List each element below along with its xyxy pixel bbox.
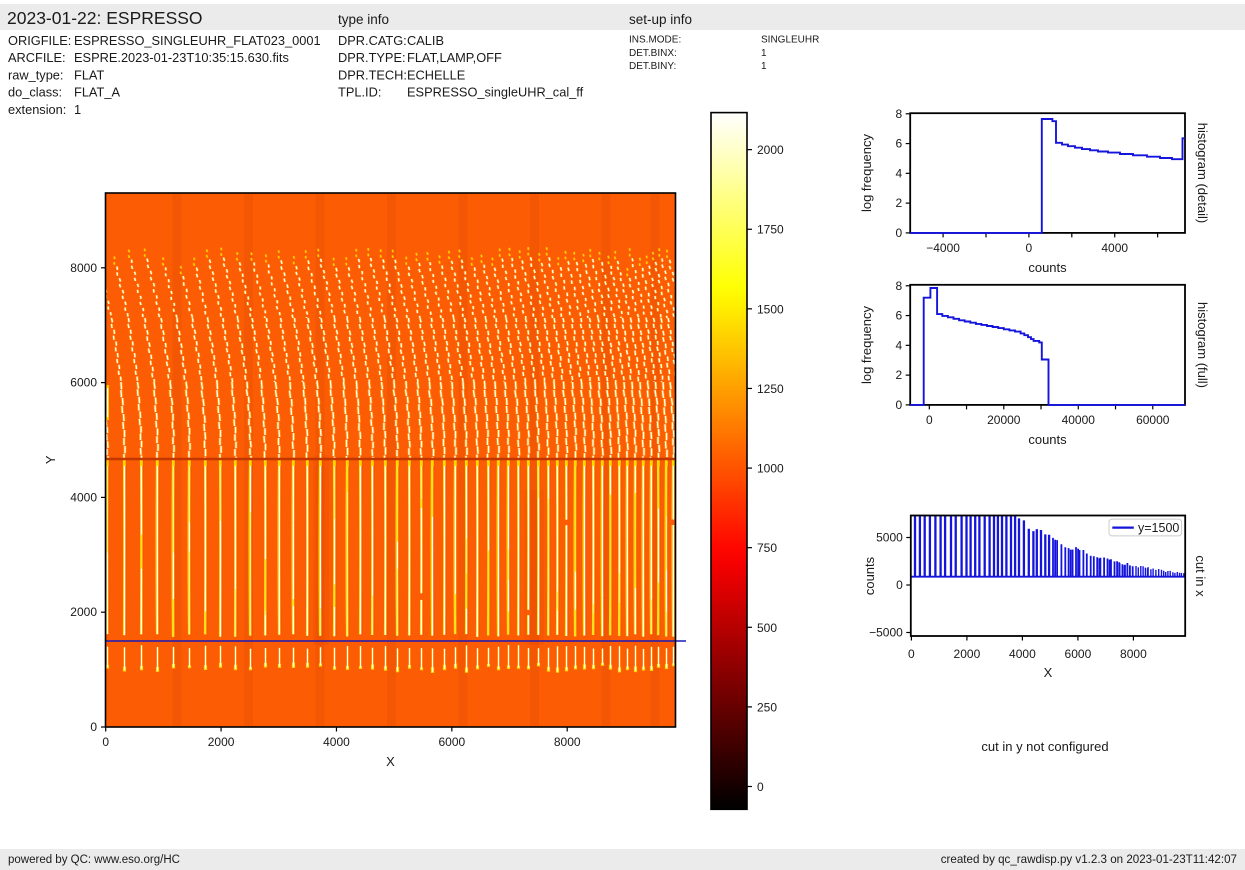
svg-text:4000: 4000 <box>323 735 350 749</box>
svg-text:counts: counts <box>862 556 877 595</box>
svg-text:ECHELLE: ECHELLE <box>407 67 465 82</box>
svg-text:−5000: −5000 <box>869 626 903 640</box>
svg-text:INS.MODE:: INS.MODE: <box>629 35 681 46</box>
svg-text:−4000: −4000 <box>926 241 960 255</box>
svg-text:250: 250 <box>757 700 777 714</box>
svg-text:raw_type:: raw_type: <box>8 67 63 82</box>
svg-text:0: 0 <box>896 398 903 412</box>
svg-text:8: 8 <box>896 279 903 293</box>
svg-text:2023-01-22: ESPRESSO: 2023-01-22: ESPRESSO <box>7 8 203 28</box>
svg-text:set-up info: set-up info <box>629 12 692 27</box>
svg-text:4000: 4000 <box>1009 647 1036 661</box>
svg-text:FLAT_A: FLAT_A <box>74 85 120 100</box>
svg-text:6: 6 <box>896 309 903 323</box>
svg-text:1: 1 <box>74 102 81 117</box>
svg-text:cut in x: cut in x <box>1193 555 1208 597</box>
svg-text:2000: 2000 <box>70 605 97 619</box>
svg-text:4: 4 <box>896 166 903 180</box>
svg-text:ESPRE.2023-01-23T10:35:15.630.: ESPRE.2023-01-23T10:35:15.630.fits <box>74 50 289 65</box>
svg-text:5000: 5000 <box>876 531 903 545</box>
svg-text:log frequency: log frequency <box>859 305 874 384</box>
svg-text:2000: 2000 <box>757 143 784 157</box>
svg-text:1500: 1500 <box>757 302 784 316</box>
svg-text:extension:: extension: <box>8 102 66 117</box>
svg-text:2: 2 <box>896 196 903 210</box>
svg-text:8000: 8000 <box>70 261 97 275</box>
svg-text:X: X <box>386 754 395 769</box>
svg-text:0: 0 <box>896 226 903 240</box>
svg-text:DPR.CATG:: DPR.CATG: <box>338 33 407 48</box>
svg-text:2000: 2000 <box>208 735 235 749</box>
svg-text:FLAT,LAMP,OFF: FLAT,LAMP,OFF <box>407 50 502 65</box>
svg-text:created by qc_rawdisp.py v1.2.: created by qc_rawdisp.py v1.2.3 on 2023-… <box>941 853 1237 866</box>
svg-text:Y: Y <box>43 455 58 464</box>
svg-text:750: 750 <box>757 541 777 555</box>
svg-text:60000: 60000 <box>1136 413 1170 427</box>
svg-text:1: 1 <box>761 48 767 59</box>
svg-text:6000: 6000 <box>1065 647 1092 661</box>
svg-text:0: 0 <box>102 735 109 749</box>
svg-text:6: 6 <box>896 137 903 151</box>
svg-text:0: 0 <box>1026 241 1033 255</box>
svg-text:histogram (full): histogram (full) <box>1195 302 1210 388</box>
svg-text:CALIB: CALIB <box>407 33 444 48</box>
svg-text:X: X <box>1044 665 1053 680</box>
svg-text:0: 0 <box>896 578 903 592</box>
svg-text:500: 500 <box>757 621 777 635</box>
svg-text:ORIGFILE:: ORIGFILE: <box>8 33 71 48</box>
svg-text:8: 8 <box>896 107 903 121</box>
svg-text:1750: 1750 <box>757 223 784 237</box>
svg-text:8000: 8000 <box>554 735 581 749</box>
svg-text:6000: 6000 <box>70 376 97 390</box>
svg-text:0: 0 <box>757 780 764 794</box>
svg-text:counts: counts <box>1028 260 1067 275</box>
svg-text:4: 4 <box>896 338 903 352</box>
svg-text:DPR.TECH:: DPR.TECH: <box>338 67 407 82</box>
svg-text:4000: 4000 <box>1101 241 1128 255</box>
svg-text:powered by QC: www.eso.org/HC: powered by QC: www.eso.org/HC <box>8 854 180 866</box>
svg-text:FLAT: FLAT <box>74 67 105 82</box>
svg-text:do_class:: do_class: <box>8 85 62 100</box>
svg-text:ESPRESSO_singleUHR_cal_ff: ESPRESSO_singleUHR_cal_ff <box>407 85 584 100</box>
svg-text:4000: 4000 <box>70 490 97 504</box>
svg-text:40000: 40000 <box>1062 413 1096 427</box>
svg-text:1250: 1250 <box>757 382 784 396</box>
svg-text:DET.BINX:: DET.BINX: <box>629 48 677 59</box>
svg-text:DPR.TYPE:: DPR.TYPE: <box>338 50 406 65</box>
svg-text:counts: counts <box>1028 432 1067 447</box>
svg-text:DET.BINY:: DET.BINY: <box>629 61 676 72</box>
svg-text:log frequency: log frequency <box>859 133 874 212</box>
svg-text:y=1500: y=1500 <box>1138 521 1179 535</box>
svg-text:ESPRESSO_SINGLEUHR_FLAT023_000: ESPRESSO_SINGLEUHR_FLAT023_0001 <box>74 33 321 48</box>
svg-text:TPL.ID:: TPL.ID: <box>338 85 381 100</box>
svg-text:cut in y not configured: cut in y not configured <box>981 739 1108 754</box>
svg-text:6000: 6000 <box>438 735 465 749</box>
svg-text:2: 2 <box>896 368 903 382</box>
svg-text:20000: 20000 <box>987 413 1021 427</box>
svg-text:0: 0 <box>90 720 97 734</box>
svg-text:ARCFILE:: ARCFILE: <box>8 50 66 65</box>
svg-text:SINGLEUHR: SINGLEUHR <box>761 35 819 46</box>
svg-text:8000: 8000 <box>1120 647 1147 661</box>
svg-text:0: 0 <box>908 647 915 661</box>
svg-text:0: 0 <box>926 413 933 427</box>
svg-text:2000: 2000 <box>954 647 981 661</box>
svg-text:type info: type info <box>338 12 389 27</box>
svg-text:histogram (detail): histogram (detail) <box>1195 123 1210 223</box>
svg-text:1: 1 <box>761 61 767 72</box>
svg-text:1000: 1000 <box>757 462 784 476</box>
